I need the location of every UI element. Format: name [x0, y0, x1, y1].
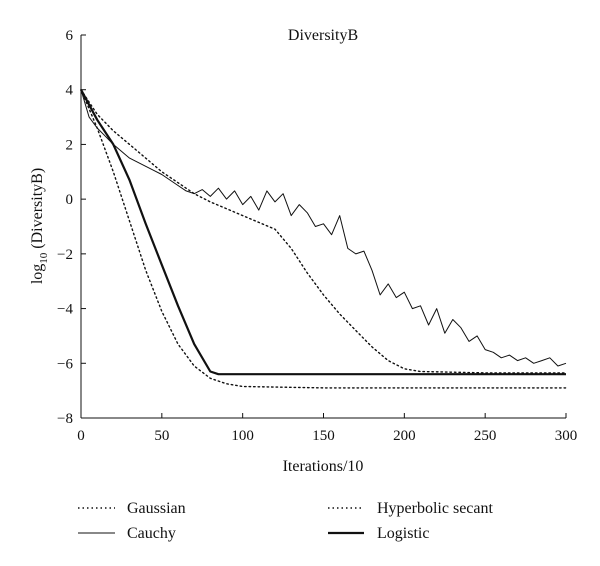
x-ticks: 0 50 100 150 200 250 300	[77, 413, 577, 444]
plot-area: 0 50 100 150 200 250 300 6 4 2 0 −2 −4 −6 −8	[57, 28, 577, 444]
legend-label-cauchy: Cauchy	[127, 525, 176, 542]
y-axis-label-rest: (DiversityB)	[29, 168, 46, 253]
y-tick-label: 2	[66, 137, 74, 153]
series-layer	[80, 89, 567, 389]
y-tick-label: 6	[66, 28, 74, 44]
chart-title: DiversityB	[288, 27, 358, 44]
y-tick-label: 0	[66, 192, 74, 208]
x-tick-label: 0	[77, 428, 85, 444]
legend-label-hyperbolic-secant: Hyperbolic secant	[377, 500, 494, 517]
legend: Gaussian Hyperbolic secant Cauchy Logist…	[78, 500, 494, 542]
series-line-gaussian	[80, 89, 567, 389]
x-tick-label: 100	[231, 428, 254, 444]
y-ticks: 6 4 2 0 −2 −4 −6 −8	[57, 28, 86, 427]
x-tick-label: 250	[474, 428, 497, 444]
y-tick-label: −2	[57, 247, 73, 263]
y-axis-label-sub: 10	[38, 252, 50, 264]
y-axis-label: log10 (DiversityB)	[29, 168, 50, 284]
series-line-cauchy	[80, 89, 567, 367]
x-tick-label: 300	[555, 428, 578, 444]
x-tick-label: 200	[393, 428, 416, 444]
y-axis-label-main: log	[29, 264, 46, 284]
y-tick-label: −4	[57, 302, 73, 318]
legend-label-logistic: Logistic	[377, 525, 429, 542]
x-axis-label: Iterations/10	[283, 458, 364, 475]
y-tick-label: −6	[57, 356, 73, 372]
series-line-logistic	[80, 89, 566, 376]
x-tick-label: 150	[312, 428, 335, 444]
legend-label-gaussian: Gaussian	[127, 500, 186, 517]
x-tick-label: 50	[154, 428, 169, 444]
y-tick-label: −8	[57, 411, 73, 427]
y-tick-label: 4	[66, 83, 74, 99]
series-line-hyperbolic-secant	[80, 89, 567, 374]
